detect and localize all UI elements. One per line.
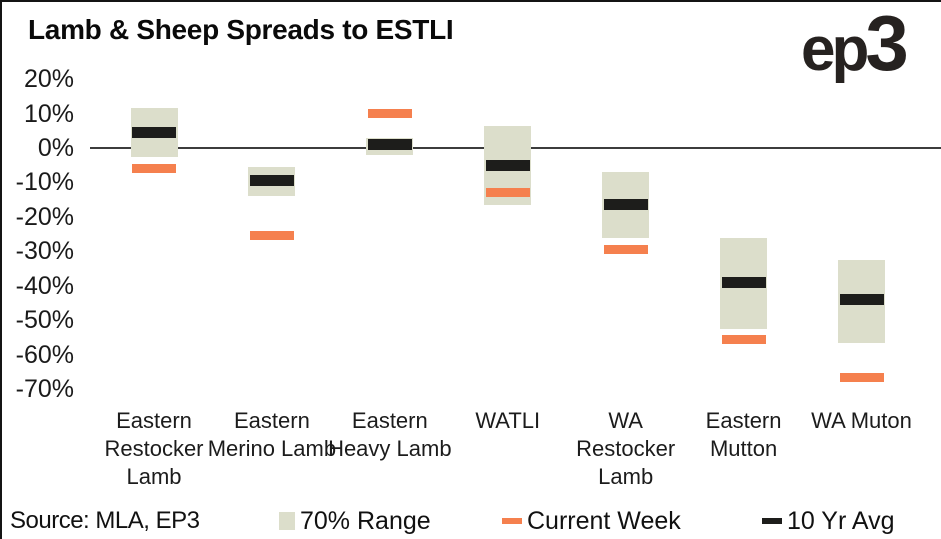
ten-yr-avg-marker [721, 276, 766, 288]
category-label: Eastern Merino Lamb [207, 408, 337, 461]
current-week-marker [367, 109, 412, 119]
range-swatch-icon [279, 512, 295, 530]
legend-label-current-week: Current Week [527, 506, 681, 535]
legend-label-70-range: 70% Range [300, 506, 431, 535]
ten-yr-avg-marker [485, 159, 530, 171]
y-tick-label: -60% [15, 340, 74, 369]
ten-yr-avg-marker [249, 175, 294, 187]
category-label: Eastern Restocker Lamb [104, 408, 204, 489]
ep3-logo-three: 3 [865, 0, 908, 87]
legend-label-10yr-avg: 10 Yr Avg [787, 506, 895, 535]
chart-title: Lamb & Sheep Spreads to ESTLI [28, 14, 454, 45]
y-tick-label: 20% [23, 65, 74, 94]
category-label: Eastern Heavy Lamb [328, 408, 452, 461]
ten-yr-avg-swatch-icon [762, 518, 782, 524]
current-week-marker [603, 245, 648, 255]
category-label: WA Restocker Lamb [576, 408, 676, 489]
ep3-logo: ep3 [801, 4, 909, 84]
category-label: WATLI [475, 408, 541, 433]
y-tick-label: -10% [15, 168, 74, 197]
source-note: Source: MLA, EP3 [10, 507, 200, 534]
legend-item-10yr-avg: 10 Yr Avg [762, 506, 895, 536]
category-label: Eastern Mutton [705, 408, 782, 461]
current-week-marker [485, 188, 530, 198]
legend-item-current-week: Current Week [502, 506, 681, 536]
y-tick-label: -20% [15, 202, 74, 231]
ten-yr-avg-marker [839, 294, 884, 306]
y-tick-label: -40% [15, 271, 74, 300]
ten-yr-avg-marker [603, 199, 648, 211]
legend-item-70-range: 70% Range [279, 506, 431, 536]
y-tick-label: 10% [23, 99, 74, 128]
ten-yr-avg-marker [367, 139, 412, 151]
current-week-marker [132, 164, 176, 174]
y-tick-label: -70% [15, 375, 74, 404]
category-label: WA Muton [811, 408, 912, 433]
y-tick-label: -30% [15, 237, 74, 266]
current-week-swatch-icon [502, 518, 522, 524]
current-week-marker [249, 231, 294, 241]
y-tick-label: 0% [37, 134, 74, 162]
current-week-marker [839, 372, 884, 382]
ten-yr-avg-marker [132, 127, 176, 138]
y-tick-label: -50% [15, 306, 74, 335]
ep3-logo-ep: ep [801, 15, 869, 84]
current-week-marker [721, 334, 766, 344]
